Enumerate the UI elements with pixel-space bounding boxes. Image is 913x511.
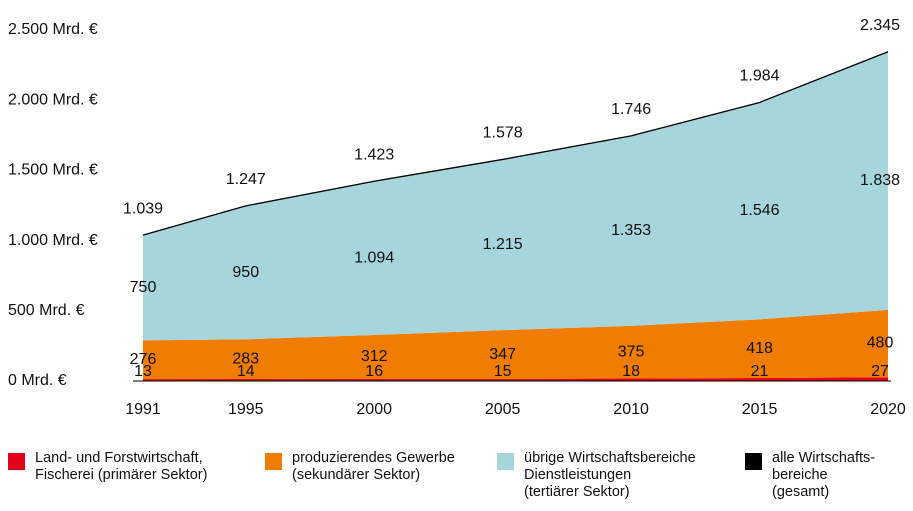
y-tick-label: 1.000 Mrd. € xyxy=(8,232,98,249)
data-label: 18 xyxy=(622,363,640,380)
y-tick-label: 500 Mrd. € xyxy=(8,302,85,319)
data-label: 1.578 xyxy=(483,125,523,142)
legend-swatch xyxy=(8,453,25,470)
data-label: 13 xyxy=(134,363,152,380)
line xyxy=(142,51,889,236)
legend-swatch xyxy=(745,453,762,470)
data-label: 1.247 xyxy=(226,171,266,188)
area xyxy=(143,377,888,381)
data-label: 1.746 xyxy=(611,101,651,118)
data-label: 21 xyxy=(751,363,769,380)
data-label: 1.546 xyxy=(740,202,780,219)
y-tick-label: 0 Mrd. € xyxy=(8,372,67,389)
x-tick-label: 2000 xyxy=(356,401,392,418)
data-label: 2.345 xyxy=(860,17,900,34)
data-label: 480 xyxy=(867,335,894,352)
x-tick-label: 2015 xyxy=(742,401,778,418)
data-label: 16 xyxy=(365,363,383,380)
chart: 13 14 16 15 18 21 27 276 283 312 347 375 418 480 750 95… xyxy=(8,17,906,418)
data-label: 950 xyxy=(232,264,259,281)
data-label: 1.984 xyxy=(740,68,780,85)
legend-label: alle Wirtschafts- bereiche (gesamt) xyxy=(772,450,876,500)
data-label: 375 xyxy=(618,343,645,360)
x-tick-label: 2010 xyxy=(613,401,649,418)
y-tick-label: 1.500 Mrd. € xyxy=(8,162,98,179)
legend-swatch xyxy=(265,453,282,470)
x-tick-label: 2005 xyxy=(485,401,521,418)
legend-label: übrige Wirtschaftsbereiche Dienstleistun… xyxy=(524,450,696,500)
x-tick-label: 2020 xyxy=(870,401,906,418)
data-label: 283 xyxy=(232,350,259,367)
data-label: 750 xyxy=(130,279,157,296)
data-label: 276 xyxy=(130,351,157,368)
data-label: 14 xyxy=(237,363,255,380)
data-label: 1.353 xyxy=(611,222,651,239)
data-label: 1.039 xyxy=(123,200,163,217)
x-tick-label: 1991 xyxy=(125,401,161,418)
area xyxy=(143,309,888,380)
data-label: 1.423 xyxy=(354,146,394,163)
area xyxy=(143,51,888,341)
y-tick-label: 2.000 Mrd. € xyxy=(8,91,98,108)
data-label: 347 xyxy=(489,346,516,363)
legend-label: produzierendes Gewerbe (sekundärer Sekto… xyxy=(292,450,455,483)
data-label: 1.215 xyxy=(483,236,523,253)
data-label: 312 xyxy=(361,348,388,365)
data-label: 15 xyxy=(494,363,512,380)
x-tick-label: 1995 xyxy=(228,401,264,418)
data-label: 1.838 xyxy=(860,172,900,189)
data-label: 418 xyxy=(746,340,773,357)
legend-swatch xyxy=(497,453,514,470)
legend-label: Land- und Forstwirtschaft, Fischerei (pr… xyxy=(35,450,208,483)
legend: Land- und Forstwirtschaft, Fischerei (pr… xyxy=(0,450,913,510)
y-tick-label: 2.500 Mrd. € xyxy=(8,21,98,38)
data-label: 27 xyxy=(871,363,889,380)
data-label: 1.094 xyxy=(354,249,394,266)
